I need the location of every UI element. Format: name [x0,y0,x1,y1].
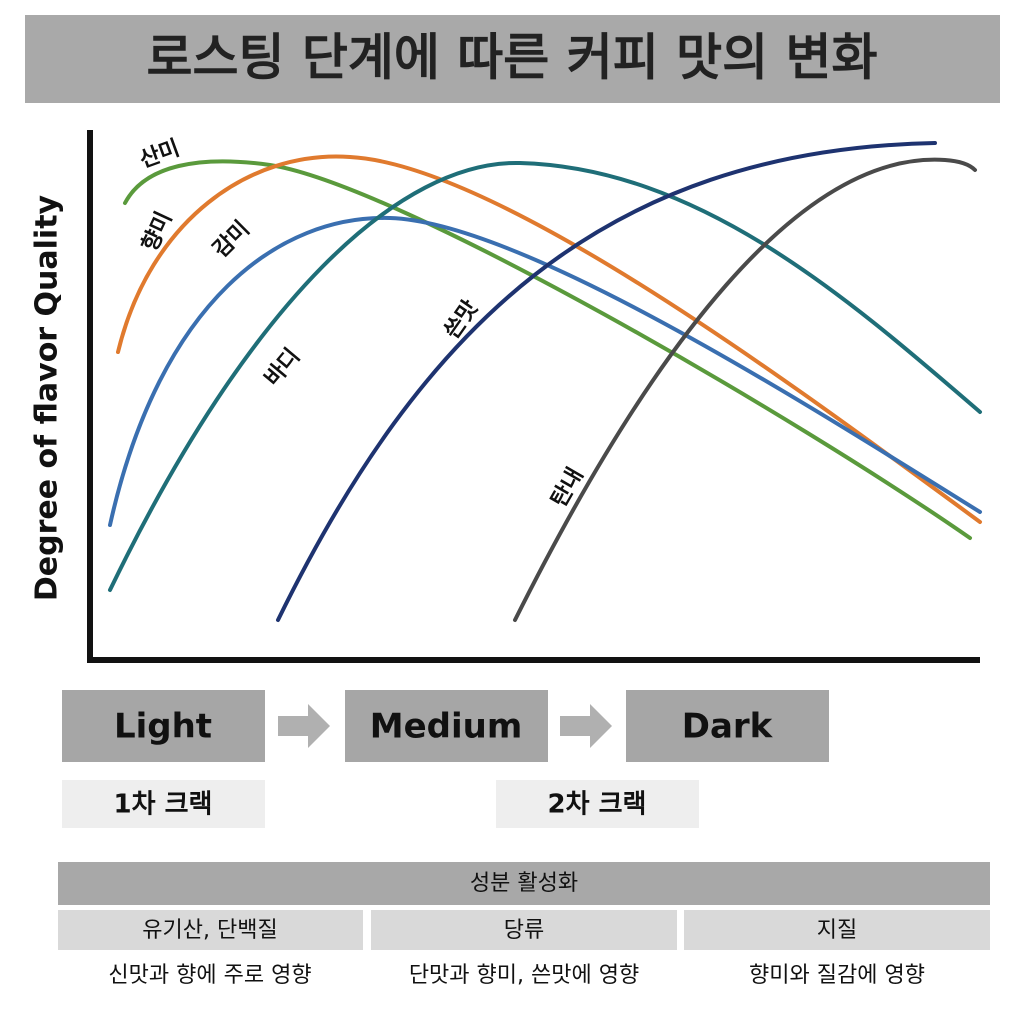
curve-label: 탄내 [547,464,589,512]
curve-label: 향미 [138,208,178,255]
stage-label: Light [114,707,212,747]
column-header [58,910,363,950]
stage-box [345,690,548,762]
column-effect: 단맛과 향미, 쓴맛에 영향 [409,963,639,988]
crack-box [62,780,265,828]
column-header [371,910,677,950]
stage-label: Dark [682,707,774,747]
column-name: 유기산, 단백질 [142,918,277,943]
y-axis-label: Degree of flavor Quality [30,194,65,601]
curve [513,157,977,622]
column-name: 당류 [504,918,544,943]
curve [108,215,982,527]
curve-label: 쓴맛 [440,296,484,344]
curve-label: 바디 [260,344,305,391]
curve-label: 감미 [208,216,254,262]
table-header-text: 성분 활성화 [470,871,578,896]
stage-box [626,690,829,762]
title: 로스팅 단계에 따른 커피 맛의 변화 [146,29,877,87]
arrow [278,704,330,748]
curve [116,154,982,524]
curve [276,141,937,622]
stage-box [62,690,265,762]
crack-label: 2차 크랙 [548,790,647,820]
stage-label: Medium [370,707,523,747]
column-name: 지질 [817,918,857,943]
title-bar [25,15,1000,103]
column-effect: 향미와 질감에 영향 [749,963,925,988]
table-header [58,862,990,905]
column-header [684,910,990,950]
crack-label: 1차 크랙 [114,790,213,820]
crack-box [496,780,699,828]
curve [108,160,982,592]
arrow [560,704,612,748]
column-effect: 신맛과 향에 주로 영향 [108,963,311,988]
